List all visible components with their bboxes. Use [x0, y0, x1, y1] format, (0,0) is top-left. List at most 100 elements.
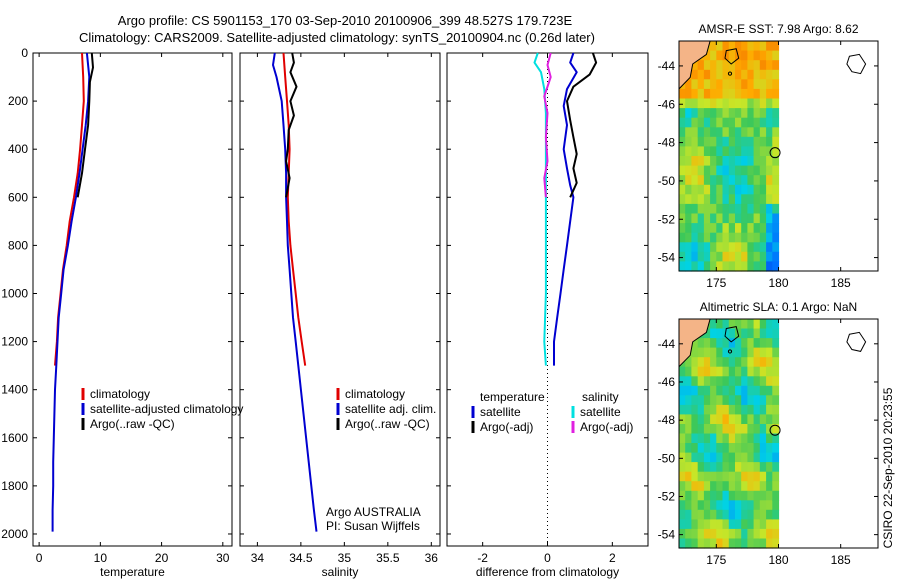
- map-cell: [710, 175, 717, 186]
- map-cell: [759, 490, 767, 501]
- map-cell: [716, 213, 724, 224]
- map-cell: [741, 261, 748, 272]
- map-cell: [703, 165, 711, 176]
- map-cell: [703, 357, 711, 368]
- map-cell: [691, 242, 699, 253]
- map-cell: [735, 424, 742, 435]
- map-cell: [679, 194, 686, 205]
- islet-marker: [727, 71, 733, 76]
- map-cell: [759, 443, 767, 454]
- map-cell: [741, 88, 748, 100]
- map-cell: [741, 481, 748, 492]
- map-cell: [747, 69, 755, 80]
- y-tick-label: 1400: [1, 383, 28, 397]
- map-cell: [753, 223, 761, 234]
- map-cell: [691, 376, 699, 387]
- map-cell: [679, 376, 686, 387]
- map-cell: [679, 108, 686, 119]
- map-cell: [722, 223, 730, 234]
- map-cell: [697, 385, 705, 396]
- map-cell: [741, 319, 748, 330]
- y-tick-label: 600: [8, 190, 28, 204]
- map-cell: [728, 443, 736, 454]
- legend-header-temperature: temperature: [480, 390, 545, 404]
- map-cell: [747, 184, 755, 195]
- sst-map-panel: 175 180 185 -44 -46 -48 -50 -52 -54 AMSR-E SST: 7…: [658, 22, 879, 290]
- map-cell: [772, 500, 780, 511]
- map-cell: [703, 108, 711, 119]
- map-cell: [772, 232, 780, 243]
- map-cell: [697, 395, 705, 406]
- map-cell: [722, 175, 730, 186]
- map-cell: [772, 385, 780, 396]
- argo-float-marker: [769, 147, 781, 159]
- map-cell: [747, 117, 755, 128]
- map-cell: [716, 424, 724, 435]
- map-cell: [735, 60, 742, 71]
- map-cell: [766, 194, 773, 205]
- map-cell: [697, 98, 705, 109]
- map-cell: [716, 443, 724, 454]
- map-cell: [747, 251, 755, 262]
- map-cell: [772, 79, 780, 90]
- map-cell: [679, 213, 686, 224]
- map-cell: [685, 127, 692, 138]
- map-cell: [685, 165, 692, 176]
- islet-marker: [727, 349, 733, 354]
- map-cell: [679, 88, 686, 100]
- map-cell: [735, 98, 742, 109]
- map-cell: [735, 184, 742, 195]
- map-cell: [766, 223, 773, 234]
- map-cell: [747, 79, 755, 90]
- map-y-tick-label: -50: [658, 174, 676, 188]
- map-cell: [722, 366, 730, 377]
- map-cell: [728, 357, 736, 368]
- map-cell: [772, 395, 780, 406]
- map-cell: [766, 175, 773, 186]
- map-cell: [741, 462, 748, 473]
- map-cell: [691, 88, 699, 100]
- map-cell: [772, 136, 780, 147]
- map-cell: [703, 242, 711, 253]
- map-cell: [703, 184, 711, 195]
- map-cell: [741, 424, 748, 435]
- map-cell: [759, 69, 767, 80]
- map-cell: [685, 424, 692, 435]
- map-cell: [728, 538, 736, 549]
- map-cell: [741, 490, 748, 501]
- map-cell: [747, 338, 755, 349]
- map-cell: [716, 328, 724, 339]
- map-cell: [741, 471, 748, 482]
- map-cell: [747, 519, 755, 530]
- map-cell: [722, 117, 730, 128]
- map-cell: [766, 528, 773, 539]
- map-cell: [716, 60, 724, 71]
- map-cell: [747, 357, 755, 368]
- map-cell: [710, 328, 717, 339]
- map-cell: [747, 347, 755, 358]
- map-cell: [697, 376, 705, 387]
- map-cell: [728, 146, 736, 157]
- map-cell: [679, 156, 686, 167]
- map-cell: [735, 452, 742, 463]
- map-cell: [735, 509, 742, 520]
- y-tick-label: 0: [21, 46, 28, 60]
- map-cell: [772, 357, 780, 368]
- map-cell: [716, 395, 724, 406]
- map-cell: [716, 490, 724, 501]
- argo-float-marker: [769, 424, 781, 436]
- map-cell: [710, 481, 717, 492]
- map-cell: [697, 223, 705, 234]
- y-tick-label: 200: [8, 94, 28, 108]
- map-cell: [703, 424, 711, 435]
- salinity-x-tick-label: 35: [338, 551, 352, 565]
- map-cell: [753, 136, 761, 147]
- salinity-legend-label: satellite adj. clim.: [345, 402, 436, 416]
- map-cell: [759, 357, 767, 368]
- island-outline-bounty: [724, 48, 740, 65]
- map-cell: [691, 462, 699, 473]
- map-cell: [747, 50, 755, 61]
- map-cell: [722, 184, 730, 195]
- map-cell: [753, 69, 761, 80]
